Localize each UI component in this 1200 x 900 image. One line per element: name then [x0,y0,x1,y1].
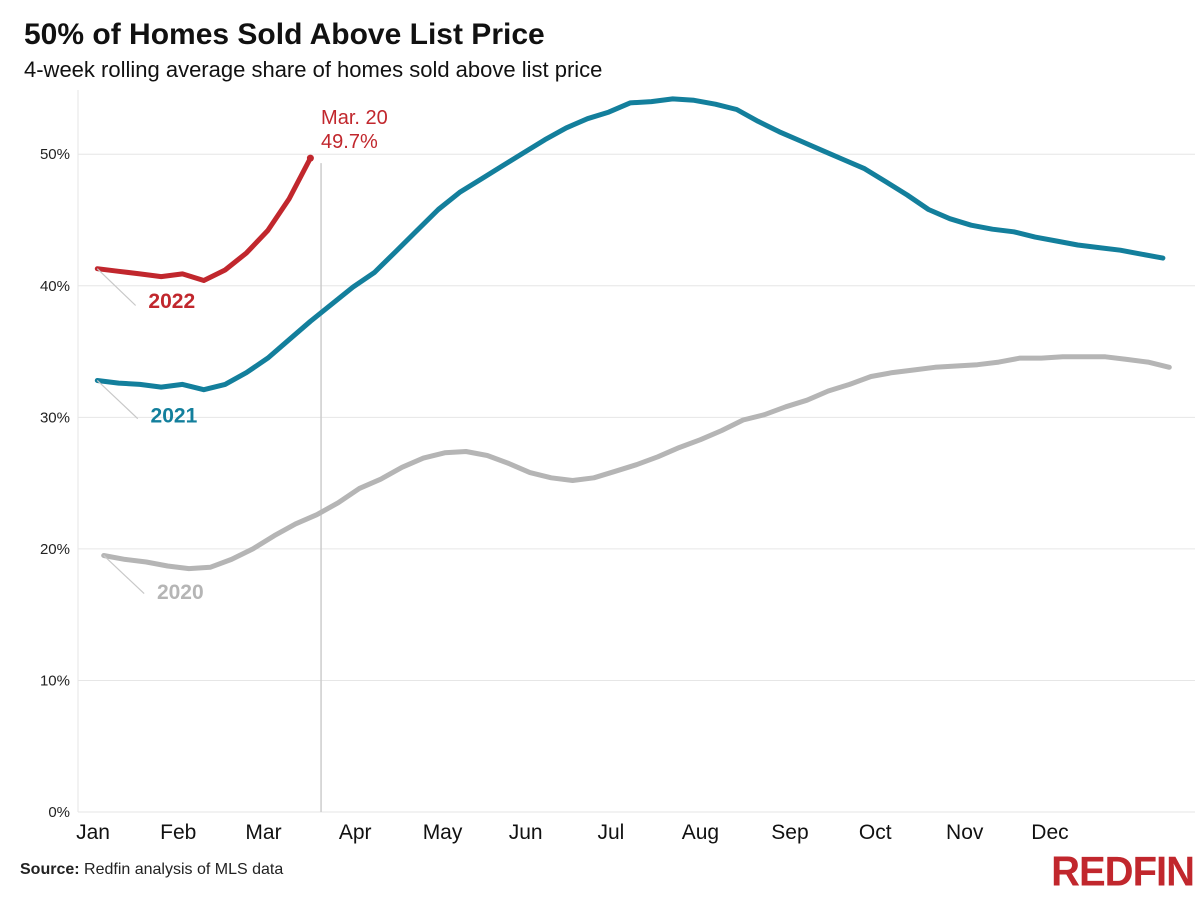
leader-line-2020 [103,555,145,595]
x-tick-label: Jan [76,821,110,844]
x-tick-label: Mar [245,821,281,844]
leader-line-2022 [96,268,137,306]
annotation-line-1: Mar. 20 [321,107,388,129]
series-line-2022 [94,155,313,283]
x-tick-label: Sep [771,821,808,844]
series-line-2021 [94,96,1166,393]
leader-line-2021 [96,380,139,420]
y-tick-label: 30% [40,409,70,426]
x-tick-label: Apr [339,821,372,844]
x-tick-label: Nov [946,821,984,844]
x-tick-label: Jun [509,821,543,844]
x-tick-label: Aug [682,821,719,844]
source-label: Source: [20,861,80,878]
y-tick-label: 20% [40,541,70,558]
y-tick-label: 0% [48,804,70,821]
latest-point-2022 [306,154,314,162]
y-tick-label: 50% [40,146,70,163]
x-tick-label: Dec [1031,821,1068,844]
annotation-line-2: 49.7% [321,131,378,153]
series-label-2020: 2020 [157,581,204,604]
x-tick-label: Feb [160,821,196,844]
redfin-logo: REDFIN [1051,848,1195,896]
source-text: Redfin analysis of MLS data [79,861,284,878]
source-note: Source: Redfin analysis of MLS data [20,861,283,879]
series-label-2022: 2022 [148,290,195,313]
x-tick-label: Oct [859,821,892,844]
chart-subtitle: 4-week rolling average share of homes so… [24,57,603,82]
series-label-2021: 2021 [151,405,198,428]
x-tick-label: Jul [597,821,624,844]
x-tick-label: May [423,821,463,844]
y-tick-label: 40% [40,278,70,295]
chart-title: 50% of Homes Sold Above List Price [24,18,545,51]
series-line-2020 [101,354,1172,572]
y-tick-label: 10% [40,672,70,689]
